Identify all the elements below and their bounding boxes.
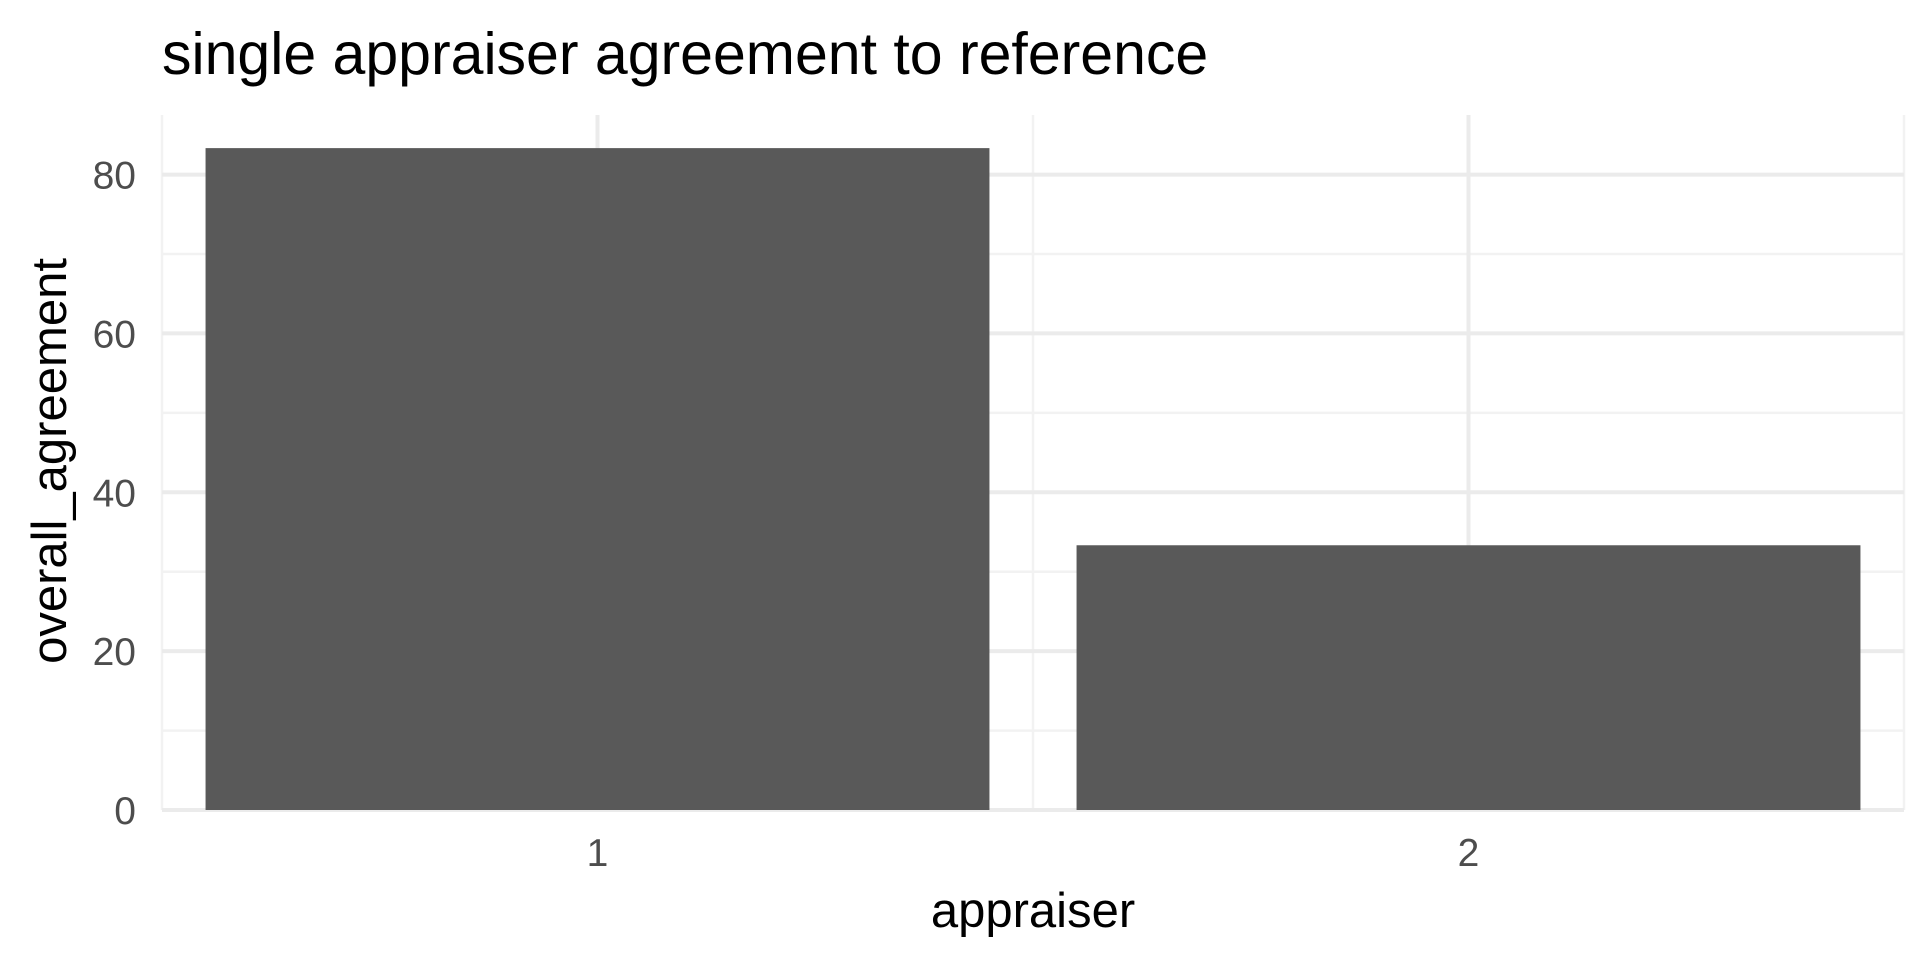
y-tick-label: 20	[93, 631, 136, 674]
bar-appraiser-2	[1076, 545, 1861, 810]
chart-title: single appraiser agreement to reference	[162, 21, 1208, 87]
x-tick-label: 1	[587, 832, 609, 875]
y-axis-ticks: 0 20 40 60 80	[93, 155, 136, 833]
y-tick-label: 0	[114, 790, 136, 833]
bars	[205, 148, 1861, 811]
y-tick-label: 60	[93, 313, 136, 356]
x-tick-label: 2	[1458, 832, 1480, 875]
x-axis-title: appraiser	[931, 884, 1135, 938]
bar-appraiser-1	[205, 148, 990, 811]
y-tick-label: 80	[93, 155, 136, 198]
y-tick-label: 40	[93, 472, 136, 515]
y-axis-title: overall_agreement	[23, 258, 77, 664]
